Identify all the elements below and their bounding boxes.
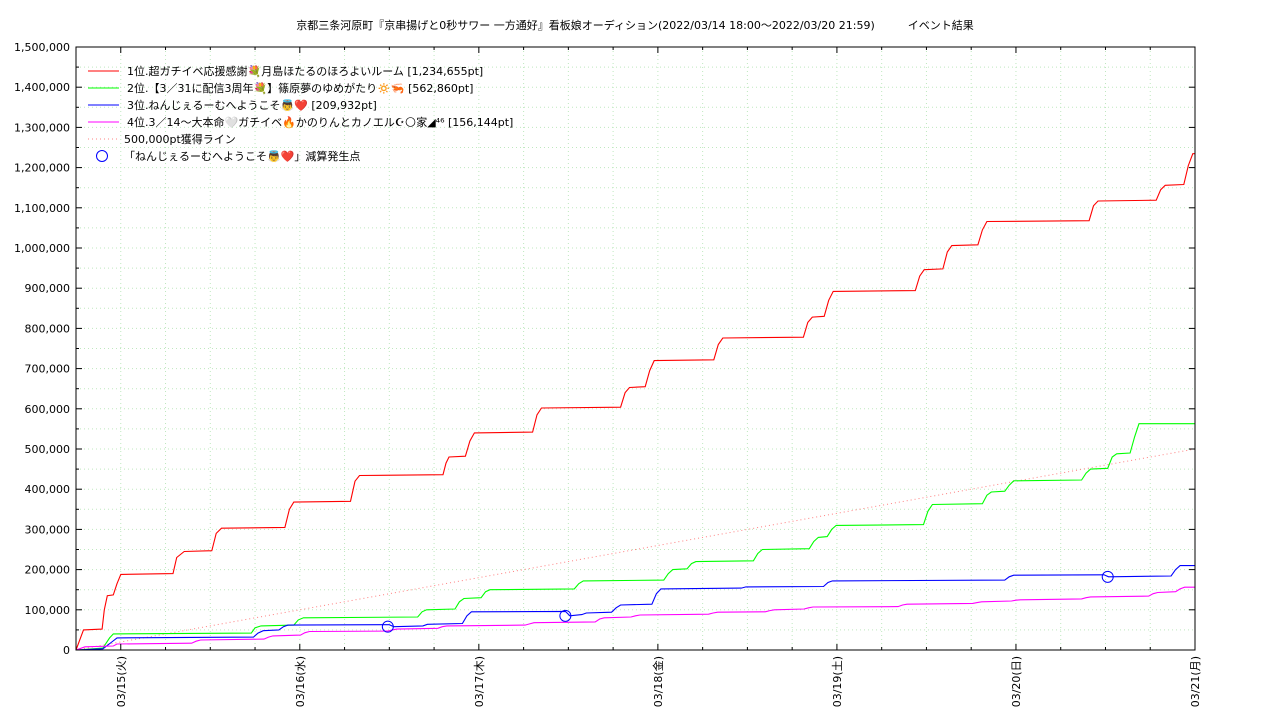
- series-lines: [75, 153, 1195, 651]
- y-tick-label: 300,000: [25, 523, 71, 536]
- deduction-markers: [381, 570, 1114, 633]
- legend-label-deduction: 「ねんじぇるーむへようこそ👼❤️」減算発生点: [124, 149, 360, 163]
- chart-title: 京都三条河原町『京串揚げと0秒サワー 一方通好』看板娘オーディション(2022/…: [296, 19, 974, 32]
- target-line-500000: [75, 448, 1196, 651]
- y-tick-label: 1,100,000: [14, 202, 70, 215]
- y-tick-label: 200,000: [25, 564, 71, 577]
- legend-label-2: 2位.【3／31に配信3周年💐】篠原夢のゆめがたり🔅🦐 [562,860pt]: [127, 81, 473, 95]
- legend-label-3: 3位.ねんじぇるーむへようこそ👼❤️ [209,932pt]: [127, 98, 377, 112]
- x-tick-label: 03/18(金): [651, 656, 665, 707]
- deduction-marker: [1101, 570, 1114, 583]
- x-tick-label: 03/19(土): [831, 656, 844, 707]
- x-axis-ticks: 03/15(火) 03/16(水) 03/17(木) 03/18(金) 03/19(土)…: [75, 47, 1202, 707]
- x-tick-label: 03/16(水): [294, 656, 307, 707]
- x-tick-label: 03/17(木): [473, 656, 486, 707]
- y-axis-ticks: 0 100,000 200,000 300,000 400,000 500,000 600,…: [14, 41, 1195, 657]
- grid-lines: [75, 46, 1196, 651]
- y-tick-label: 1,400,000: [14, 81, 70, 94]
- y-tick-label: 400,000: [25, 483, 71, 496]
- legend-swatch-deduction: [96, 150, 108, 162]
- plot-frame: [75, 46, 1196, 651]
- legend-label-1: 1位.超ガチイベ応援感謝💐月島ほたるのほろよいルーム [1,234,655pt]: [127, 64, 483, 78]
- y-tick-label: 1,300,000: [14, 121, 70, 134]
- y-tick-label: 900,000: [25, 282, 71, 295]
- y-tick-label: 600,000: [25, 403, 71, 416]
- series-line-2: [75, 423, 1195, 651]
- series-line-1: [75, 153, 1195, 651]
- deduction-marker: [381, 620, 394, 633]
- legend: 1位.超ガチイベ応援感謝💐月島ほたるのほろよいルーム [1,234,655pt]…: [88, 64, 513, 163]
- y-tick-label: 700,000: [25, 363, 71, 376]
- y-tick-label: 100,000: [25, 604, 71, 617]
- y-tick-label: 800,000: [25, 322, 71, 335]
- y-tick-label: 0: [63, 644, 70, 657]
- x-tick-label: 03/21(月): [1189, 656, 1202, 707]
- y-tick-label: 1,000,000: [14, 242, 70, 255]
- legend-label-4: 4位.3／14〜大本命🤍ガチイベ🔥かのりんとカノエル☪🌕家◢⁴⁶ [156,14…: [127, 115, 513, 129]
- y-tick-label: 500,000: [25, 443, 71, 456]
- y-tick-label: 1,200,000: [14, 162, 70, 175]
- x-tick-label: 03/15(火): [115, 656, 128, 707]
- x-tick-label: 03/20(日): [1010, 656, 1023, 707]
- deduction-marker: [559, 609, 572, 622]
- y-tick-label: 1,500,000: [14, 41, 70, 54]
- legend-label-target: 500,000pt獲得ライン: [124, 133, 236, 146]
- series-line-4: [75, 586, 1195, 651]
- target-line: [75, 448, 1196, 651]
- series-line-3: [75, 565, 1195, 651]
